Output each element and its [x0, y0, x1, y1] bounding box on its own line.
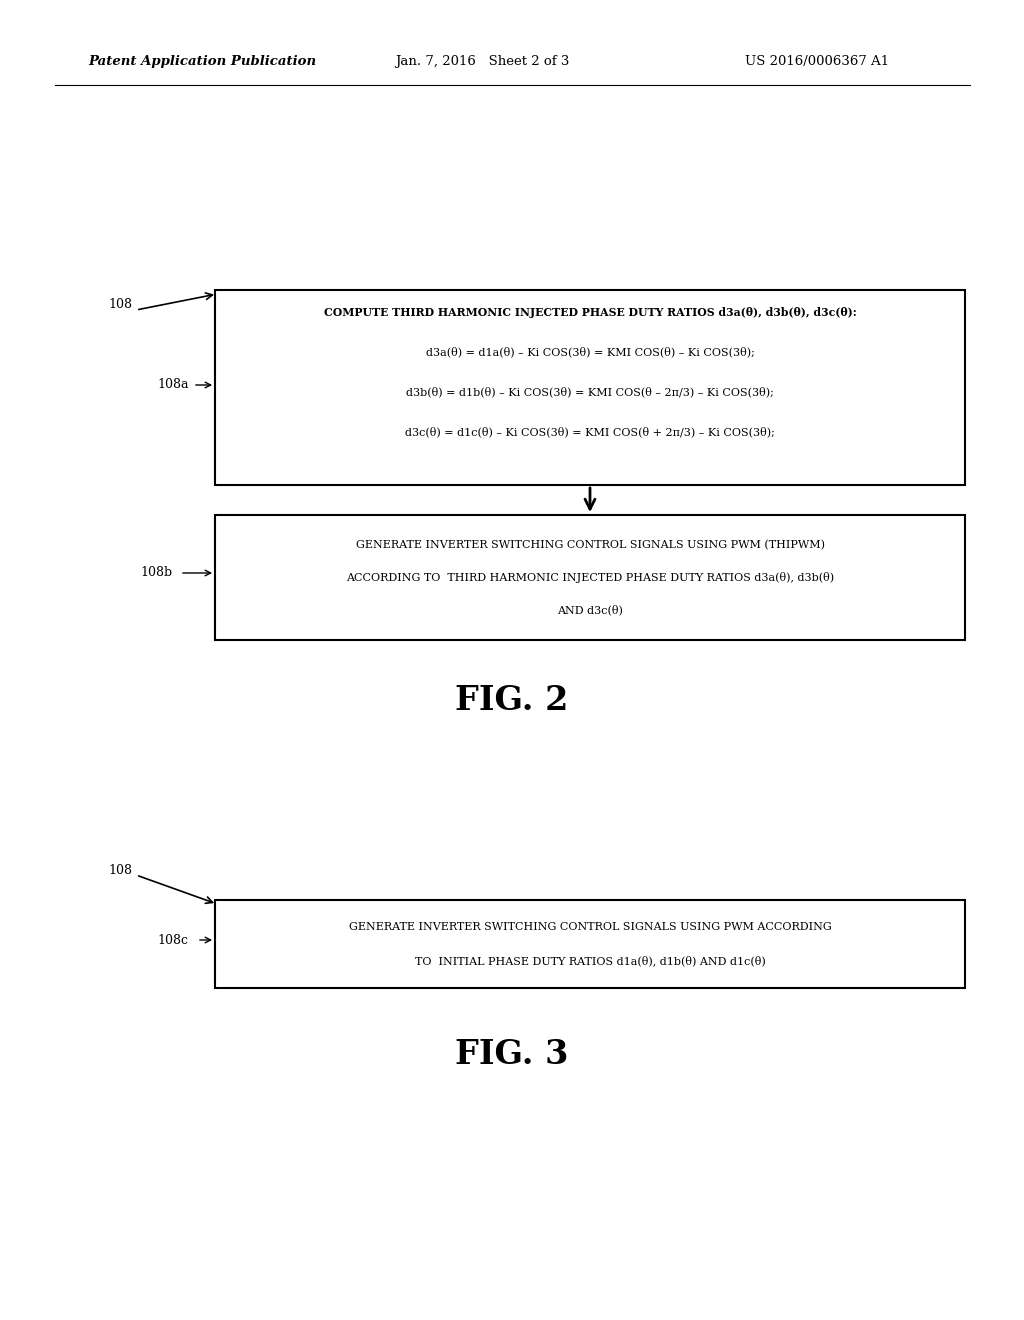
Text: 108b: 108b — [140, 566, 172, 579]
Text: 108a: 108a — [157, 379, 188, 392]
Text: d3a(θ) = d1a(θ) – Ki COS(3θ) = KMI COS(θ) – Ki COS(3θ);: d3a(θ) = d1a(θ) – Ki COS(3θ) = KMI COS(θ… — [426, 347, 755, 358]
Text: 108c: 108c — [157, 933, 188, 946]
Text: 108: 108 — [108, 298, 132, 312]
Text: Jan. 7, 2016   Sheet 2 of 3: Jan. 7, 2016 Sheet 2 of 3 — [395, 55, 569, 69]
Text: FIG. 2: FIG. 2 — [456, 684, 568, 717]
Text: Patent Application Publication: Patent Application Publication — [88, 55, 316, 69]
FancyBboxPatch shape — [215, 900, 965, 987]
FancyBboxPatch shape — [215, 515, 965, 640]
Text: COMPUTE THIRD HARMONIC INJECTED PHASE DUTY RATIOS d3a(θ), d3b(θ), d3c(θ):: COMPUTE THIRD HARMONIC INJECTED PHASE DU… — [324, 308, 856, 318]
Text: d3c(θ) = d1c(θ) – Ki COS(3θ) = KMI COS(θ + 2π/3) – Ki COS(3θ);: d3c(θ) = d1c(θ) – Ki COS(3θ) = KMI COS(θ… — [406, 426, 775, 437]
Text: US 2016/0006367 A1: US 2016/0006367 A1 — [745, 55, 889, 69]
FancyBboxPatch shape — [215, 290, 965, 484]
Text: ACCORDING TO  THIRD HARMONIC INJECTED PHASE DUTY RATIOS d3a(θ), d3b(θ): ACCORDING TO THIRD HARMONIC INJECTED PHA… — [346, 572, 835, 583]
Text: FIG. 3: FIG. 3 — [456, 1039, 568, 1072]
Text: d3b(θ) = d1b(θ) – Ki COS(3θ) = KMI COS(θ – 2π/3) – Ki COS(3θ);: d3b(θ) = d1b(θ) – Ki COS(3θ) = KMI COS(θ… — [407, 387, 774, 397]
Text: GENERATE INVERTER SWITCHING CONTROL SIGNALS USING PWM ACCORDING: GENERATE INVERTER SWITCHING CONTROL SIGN… — [348, 921, 831, 932]
Text: GENERATE INVERTER SWITCHING CONTROL SIGNALS USING PWM (THIPWM): GENERATE INVERTER SWITCHING CONTROL SIGN… — [355, 540, 824, 550]
Text: TO  INITIAL PHASE DUTY RATIOS d1a(θ), d1b(θ) AND d1c(θ): TO INITIAL PHASE DUTY RATIOS d1a(θ), d1b… — [415, 956, 765, 966]
Text: AND d3c(θ): AND d3c(θ) — [557, 605, 623, 615]
Text: 108: 108 — [108, 863, 132, 876]
